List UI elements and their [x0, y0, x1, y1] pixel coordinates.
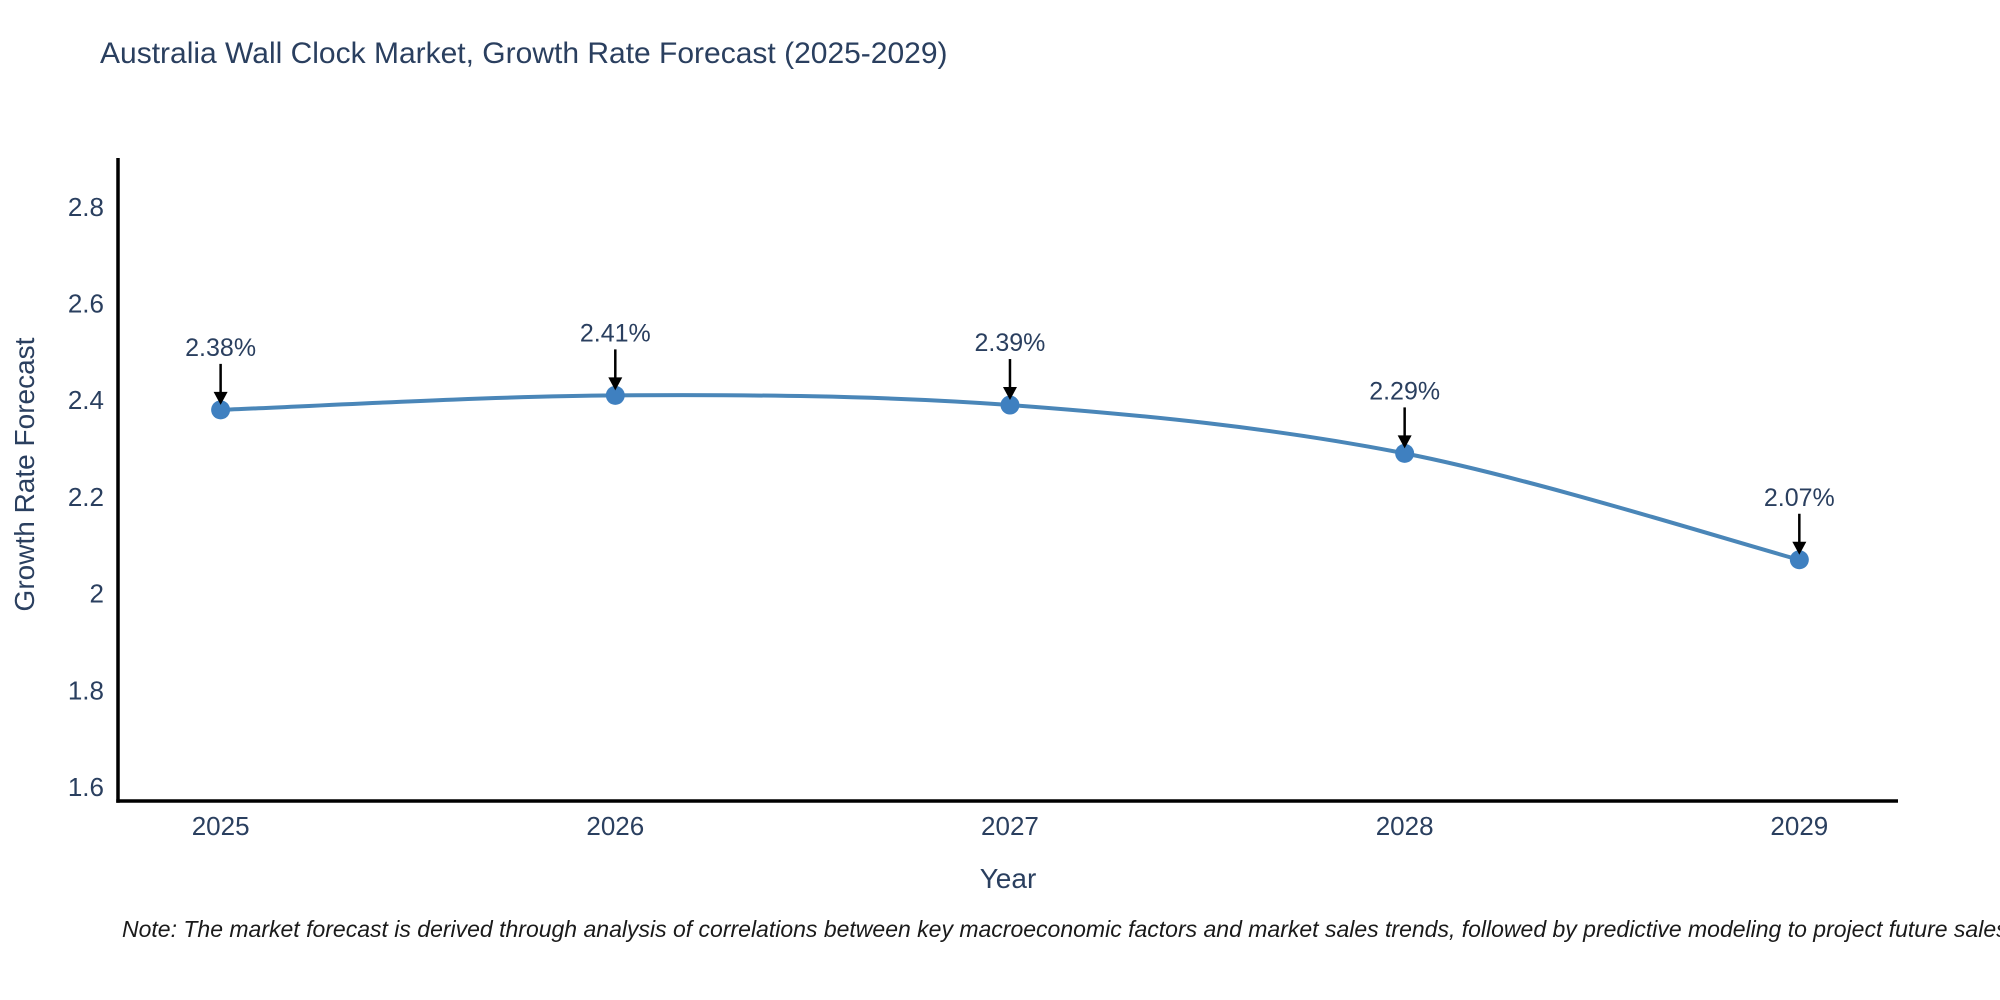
forecast-line [220, 393, 1800, 562]
data-point-label: 2.07% [1764, 484, 1835, 512]
x-tick-label: 2028 [1376, 811, 1434, 841]
data-point-label: 2.38% [185, 334, 256, 362]
data-point-2027 [1000, 395, 1020, 415]
x-tick-label: 2029 [1770, 811, 1828, 841]
data-point-label: 2.39% [975, 329, 1046, 357]
x-tick-label: 2025 [192, 811, 250, 841]
annotation-arrowhead [1792, 541, 1807, 555]
x-tick-label: 2027 [981, 811, 1039, 841]
footnote: Note: The market forecast is derived thr… [122, 916, 2000, 942]
data-point-2025 [211, 400, 231, 420]
data-point-2028 [1395, 443, 1415, 463]
y-axis-title: Growth Rate Forecast [9, 337, 40, 611]
data-point-label: 2.41% [580, 319, 651, 347]
y-tick-label: 2.2 [68, 482, 104, 512]
annotation-arrowhead [1397, 435, 1412, 449]
annotation-arrowhead [213, 391, 228, 405]
y-tick-label: 2.8 [68, 192, 104, 222]
chart-title: Australia Wall Clock Market, Growth Rate… [100, 37, 948, 70]
annotation-arrowhead [608, 377, 623, 391]
data-point-2026 [605, 385, 625, 405]
data-point-label: 2.29% [1369, 377, 1440, 405]
y-tick-label: 2 [90, 579, 104, 609]
y-tick-label: 1.8 [68, 675, 104, 705]
y-tick-label: 2.4 [68, 385, 104, 415]
x-axis-title: Year [980, 863, 1037, 894]
y-tick-label: 1.6 [68, 772, 104, 802]
data-point-2029 [1789, 550, 1809, 570]
x-tick-label: 2026 [586, 811, 644, 841]
annotation-arrowhead [1002, 387, 1017, 401]
y-tick-label: 2.6 [68, 289, 104, 319]
